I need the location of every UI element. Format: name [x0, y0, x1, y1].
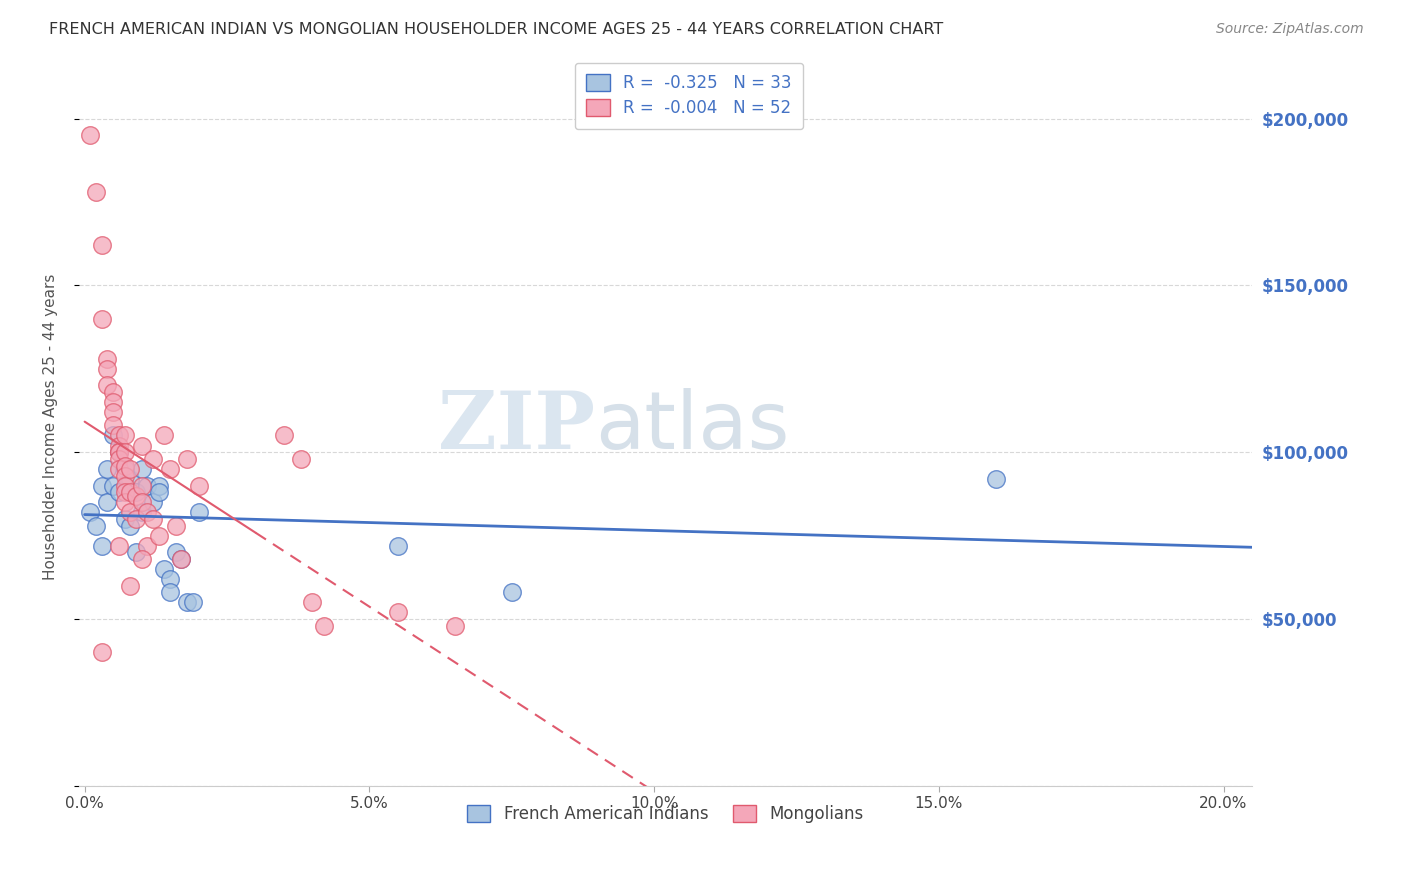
Point: [387, 605, 409, 619]
Point: [125, 512, 148, 526]
Point: [159, 462, 181, 476]
Point: [181, 595, 204, 609]
Point: [84, 185, 107, 199]
Point: [273, 428, 295, 442]
Point: [101, 405, 124, 419]
Point: [108, 539, 131, 553]
Point: [114, 445, 136, 459]
Point: [142, 495, 165, 509]
Point: [148, 478, 170, 492]
Point: [131, 462, 153, 476]
Point: [90, 311, 112, 326]
Point: [114, 495, 136, 509]
Text: FRENCH AMERICAN INDIAN VS MONGOLIAN HOUSEHOLDER INCOME AGES 25 - 44 YEARS CORREL: FRENCH AMERICAN INDIAN VS MONGOLIAN HOUS…: [49, 22, 943, 37]
Point: [131, 478, 153, 492]
Point: [84, 518, 107, 533]
Point: [187, 478, 209, 492]
Point: [125, 485, 148, 500]
Point: [114, 485, 136, 500]
Point: [96, 351, 118, 366]
Point: [79, 505, 101, 519]
Point: [96, 361, 118, 376]
Legend: French American Indians, Mongolians: French American Indians, Mongolians: [456, 793, 876, 835]
Point: [114, 478, 136, 492]
Point: [187, 505, 209, 519]
Point: [120, 579, 142, 593]
Point: [120, 485, 142, 500]
Point: [136, 539, 159, 553]
Point: [108, 462, 131, 476]
Point: [170, 552, 193, 566]
Point: [120, 518, 142, 533]
Point: [501, 585, 523, 599]
Point: [170, 552, 193, 566]
Point: [131, 552, 153, 566]
Point: [176, 451, 198, 466]
Point: [108, 438, 131, 452]
Point: [125, 489, 148, 503]
Point: [148, 528, 170, 542]
Point: [131, 495, 153, 509]
Point: [101, 385, 124, 400]
Point: [301, 595, 323, 609]
Point: [101, 428, 124, 442]
Point: [120, 472, 142, 486]
Point: [387, 539, 409, 553]
Point: [90, 645, 112, 659]
Point: [165, 518, 187, 533]
Point: [136, 505, 159, 519]
Point: [101, 478, 124, 492]
Point: [159, 585, 181, 599]
Point: [131, 438, 153, 452]
Point: [90, 539, 112, 553]
Point: [176, 595, 198, 609]
Point: [108, 428, 131, 442]
Point: [159, 572, 181, 586]
Point: [142, 451, 165, 466]
Text: atlas: atlas: [595, 388, 789, 467]
Point: [108, 485, 131, 500]
Point: [96, 462, 118, 476]
Point: [120, 462, 142, 476]
Point: [142, 512, 165, 526]
Point: [153, 428, 176, 442]
Point: [96, 378, 118, 392]
Text: ZIP: ZIP: [439, 388, 595, 467]
Point: [114, 428, 136, 442]
Point: [101, 395, 124, 409]
Point: [290, 451, 312, 466]
Point: [120, 505, 142, 519]
Point: [312, 618, 335, 632]
Point: [96, 495, 118, 509]
Point: [153, 562, 176, 576]
Point: [108, 445, 131, 459]
Point: [108, 445, 131, 459]
Point: [101, 418, 124, 433]
Point: [443, 618, 465, 632]
Point: [90, 238, 112, 252]
Point: [79, 128, 101, 143]
Point: [131, 505, 153, 519]
Point: [114, 462, 136, 476]
Point: [90, 478, 112, 492]
Point: [108, 451, 131, 466]
Point: [136, 478, 159, 492]
Point: [114, 458, 136, 473]
Y-axis label: Householder Income Ages 25 - 44 years: Householder Income Ages 25 - 44 years: [44, 274, 58, 581]
Point: [114, 468, 136, 483]
Point: [114, 512, 136, 526]
Point: [108, 445, 131, 459]
Point: [165, 545, 187, 559]
Point: [125, 545, 148, 559]
Text: Source: ZipAtlas.com: Source: ZipAtlas.com: [1216, 22, 1364, 37]
Point: [984, 472, 1007, 486]
Point: [148, 485, 170, 500]
